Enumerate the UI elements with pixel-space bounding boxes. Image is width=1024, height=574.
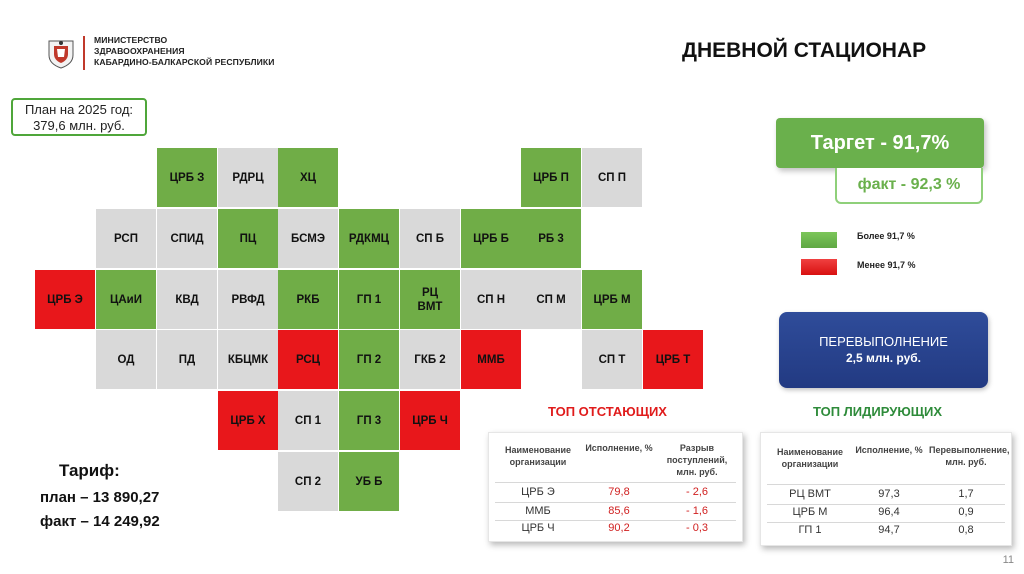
table-cell: 1,7 (958, 488, 974, 500)
grid-cell: СП П (582, 148, 642, 207)
fact-badge: факт - 92,3 % (835, 168, 983, 204)
grid-cell: СП Т (582, 330, 642, 389)
page-title: ДНЕВНОЙ СТАЦИОНАР (682, 39, 927, 62)
table-cell: - 0,3 (685, 522, 708, 534)
grid-cell: БСМЭ (278, 209, 338, 268)
tariff-title: Тариф: (59, 461, 120, 480)
grid-cell: РДКМЦ (339, 209, 399, 268)
coat-of-arms-logo (48, 40, 74, 69)
grid-cell: РБ 3 (521, 209, 581, 268)
leading-table: Наименование организации Исполнение, % П… (760, 432, 1012, 546)
table-header: Исполнение, % (855, 445, 923, 455)
grid-cell: ГП 2 (339, 330, 399, 389)
table-cell: 85,6 (608, 505, 630, 517)
legend-label-below: Менее 91,7 % (857, 260, 916, 270)
table-cell: 0,9 (958, 506, 974, 518)
grid-cell: СП 2 (278, 452, 338, 511)
table-divider (495, 502, 736, 503)
grid-cell: СП М (521, 270, 581, 329)
grid-cell: ПД (157, 330, 217, 389)
ministry-line-1: МИНИСТЕРСТВО (94, 35, 168, 45)
table-cell: - 1,6 (685, 505, 708, 517)
overfulfillment-title: ПЕРЕВЫПОЛНЕНИЕ (819, 334, 948, 349)
table-cell: ММБ (525, 505, 551, 517)
table-cell: 90,2 (608, 522, 630, 534)
table-cell: 94,7 (878, 524, 900, 536)
plan-value: 379,6 млн. руб. (33, 118, 125, 133)
grid-cell: РДРЦ (218, 148, 278, 207)
table-cell: 79,8 (608, 486, 630, 498)
table-cell: ЦРБ М (792, 506, 828, 518)
leading-title: ТОП ЛИДИРУЮЩИХ (813, 404, 943, 419)
table-cell: ЦРБ Э (521, 486, 555, 498)
table-divider (767, 484, 1005, 485)
grid-cell: КБЦМК (218, 330, 278, 389)
grid-cell: ПЦ (218, 209, 278, 268)
table-cell: 96,4 (878, 506, 900, 518)
table-divider (495, 482, 736, 483)
table-cell: РЦ ВМТ (789, 488, 831, 500)
table-header: Наименование организации (504, 445, 572, 467)
grid-cell: ЦРБ Ч (400, 391, 460, 450)
table-cell: - 2,6 (685, 486, 708, 498)
ministry-line-2: ЗДРАВООХРАНЕНИЯ (94, 46, 185, 56)
tariff-plan: план – 13 890,27 (40, 489, 160, 506)
grid-cell: ЦРБ Х (218, 391, 278, 450)
legend-swatch-above (801, 232, 837, 248)
table-divider (767, 522, 1005, 523)
grid-cell: РКБ (278, 270, 338, 329)
grid-cell: ГП 1 (339, 270, 399, 329)
table-header: Перевыполнение, млн. руб. (929, 445, 1010, 467)
grid-cell: ОД (96, 330, 156, 389)
grid-cell: ЦРБ М (582, 270, 642, 329)
tariff-fact: факт – 14 249,92 (40, 513, 160, 530)
grid-cell: СП Н (461, 270, 521, 329)
grid-cell: ХЦ (278, 148, 338, 207)
plan-label: План на 2025 год: (24, 102, 134, 117)
target-badge: Таргет - 91,7% (776, 118, 984, 168)
table-divider (767, 504, 1005, 505)
grid-cell: ЦАиИ (96, 270, 156, 329)
ministry-name: МИНИСТЕРСТВО ЗДРАВООХРАНЕНИЯ КАБАРДИНО-Б… (94, 35, 275, 68)
table-header: Исполнение, % (585, 443, 653, 453)
table-divider (495, 520, 736, 521)
table-cell: 0,8 (958, 524, 974, 536)
lagging-title: ТОП ОТСТАЮЩИХ (548, 404, 667, 419)
grid-cell: ГП 3 (339, 391, 399, 450)
legend-swatch-below (801, 259, 837, 275)
grid-cell: ЦРБ П (521, 148, 581, 207)
grid-cell: ММБ (461, 330, 521, 389)
grid-cell: РСП (96, 209, 156, 268)
table-cell: ЦРБ Ч (521, 522, 555, 534)
grid-cell: ЦРБ Т (643, 330, 703, 389)
grid-cell: ЦРБ З (157, 148, 217, 207)
grid-cell: ЦРБ Б (461, 209, 521, 268)
table-header: Наименование организации (776, 447, 844, 469)
grid-cell: ЦРБ Э (35, 270, 95, 329)
grid-cell: СП 1 (278, 391, 338, 450)
grid-cell: СПИД (157, 209, 217, 268)
grid-cell: РСЦ (278, 330, 338, 389)
table-header: Разрыв поступлений, млн. руб. (666, 443, 728, 477)
ministry-line-3: КАБАРДИНО-БАЛКАРСКОЙ РЕСПУБЛИКИ (94, 57, 275, 67)
lagging-table: Наименование организации Исполнение, % Р… (488, 432, 743, 542)
grid-cell: УБ Б (339, 452, 399, 511)
plan-box: План на 2025 год: 379,6 млн. руб. (11, 98, 147, 136)
grid-cell: РВФД (218, 270, 278, 329)
table-cell: ГП 1 (798, 524, 822, 536)
grid-cell: ГКБ 2 (400, 330, 460, 389)
grid-cell: РЦ ВМТ (400, 270, 460, 329)
legend-label-above: Более 91,7 % (857, 231, 915, 241)
header-divider (83, 36, 85, 70)
overfulfillment-value: 2,5 млн. руб. (845, 351, 922, 365)
overfulfillment-card: ПЕРЕВЫПОЛНЕНИЕ 2,5 млн. руб. (779, 312, 988, 388)
page-number: 11 (1002, 554, 1014, 566)
grid-cell: КВД (157, 270, 217, 329)
table-cell: 97,3 (878, 488, 900, 500)
grid-cell: СП Б (400, 209, 460, 268)
